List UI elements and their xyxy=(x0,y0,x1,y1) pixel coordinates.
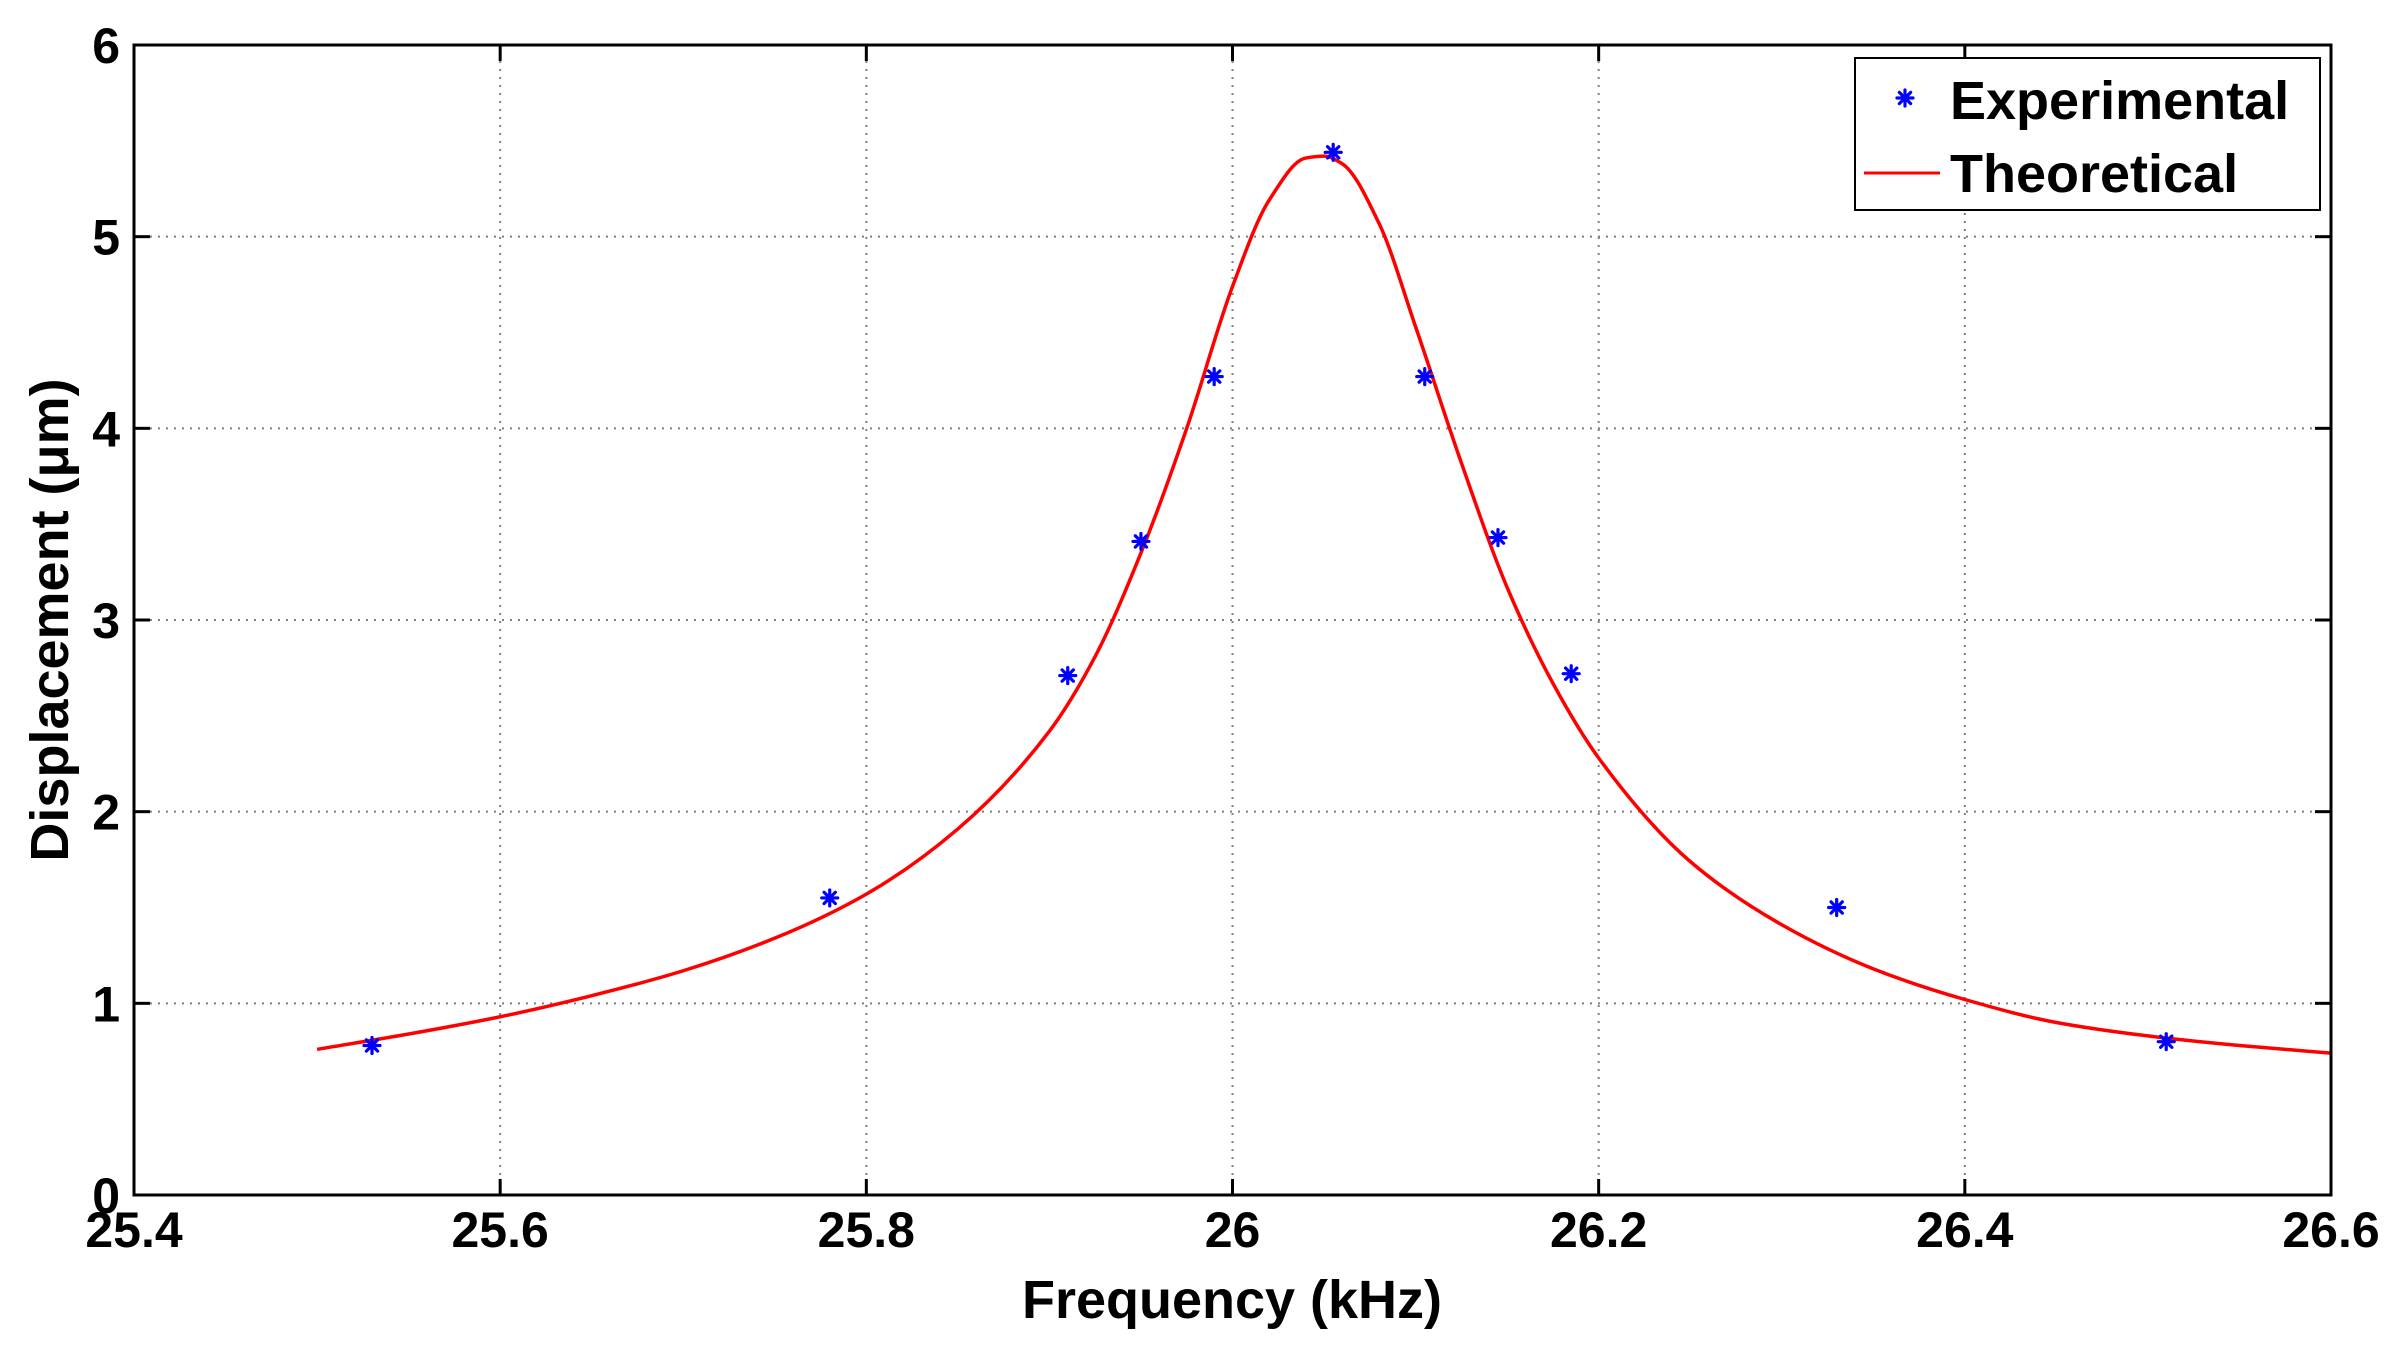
y-tick-label: 1 xyxy=(92,976,120,1032)
marker-center xyxy=(1421,373,1428,380)
experimental-point xyxy=(1058,665,1078,686)
experimental-point xyxy=(2156,1032,2176,1052)
plot-frame xyxy=(132,43,2333,1197)
legend-star xyxy=(1895,88,1915,108)
plot-area xyxy=(132,43,2333,1197)
legend-box xyxy=(1854,57,2321,211)
experimental-point xyxy=(1827,897,1847,918)
experimental-point xyxy=(1131,531,1151,552)
experimental-points xyxy=(362,142,2176,1056)
x-tick-label: 26 xyxy=(1205,1202,1261,1258)
marker-center xyxy=(1211,373,1218,380)
experimental-point xyxy=(1204,366,1224,387)
experimental-point xyxy=(1323,142,1343,162)
experimental-point xyxy=(1561,664,1581,684)
experimental-point xyxy=(362,1035,382,1056)
x-tick-label: 25.8 xyxy=(818,1202,915,1258)
theoretical-line xyxy=(316,154,2332,1055)
x-axis-label: Frequency (kHz) xyxy=(1022,1270,1442,1330)
x-tick-labels: 25.4 25.6 25.8 26 26.2 26.4 26.6 xyxy=(85,1202,2379,1258)
marker-center xyxy=(1568,670,1575,677)
x-tick-label: 26.6 xyxy=(2282,1202,2379,1258)
y-tick-label: 2 xyxy=(92,785,120,841)
marker-center xyxy=(1494,534,1501,541)
experimental-point xyxy=(820,888,840,908)
marker-center xyxy=(1064,672,1071,679)
x-tick-label: 25.4 xyxy=(85,1202,183,1258)
y-tick-label: 3 xyxy=(92,593,120,649)
marker-center xyxy=(826,894,833,901)
y-tick-label: 4 xyxy=(92,401,120,457)
legend-theoretical-label: Theoretical xyxy=(1950,144,2238,204)
experimental-point xyxy=(1415,366,1435,387)
marker-center xyxy=(1833,904,1840,911)
legend-experimental-marker xyxy=(1895,88,1915,108)
x-tick-label: 25.6 xyxy=(452,1202,549,1258)
y-axis-label: Displacement (μm) xyxy=(20,378,80,861)
y-tick-labels: 0 1 2 3 4 5 6 xyxy=(92,18,120,1224)
marker-center xyxy=(1902,95,1908,101)
marker-center xyxy=(1137,538,1144,545)
legend: Experimental Theoretical xyxy=(1854,57,2321,211)
theoretical-curve xyxy=(316,154,2332,1055)
marker-center xyxy=(2163,1038,2170,1045)
y-tick-label: 6 xyxy=(92,18,120,74)
x-tick-label: 26.4 xyxy=(1916,1202,2014,1258)
legend-experimental-label: Experimental xyxy=(1950,71,2289,131)
x-tick-label: 26.2 xyxy=(1550,1202,1647,1258)
y-tick-label: 0 xyxy=(92,1168,120,1224)
marker-center xyxy=(369,1042,376,1049)
marker-center xyxy=(1330,149,1337,156)
y-tick-label: 5 xyxy=(92,210,120,266)
experimental-point xyxy=(1488,527,1508,548)
